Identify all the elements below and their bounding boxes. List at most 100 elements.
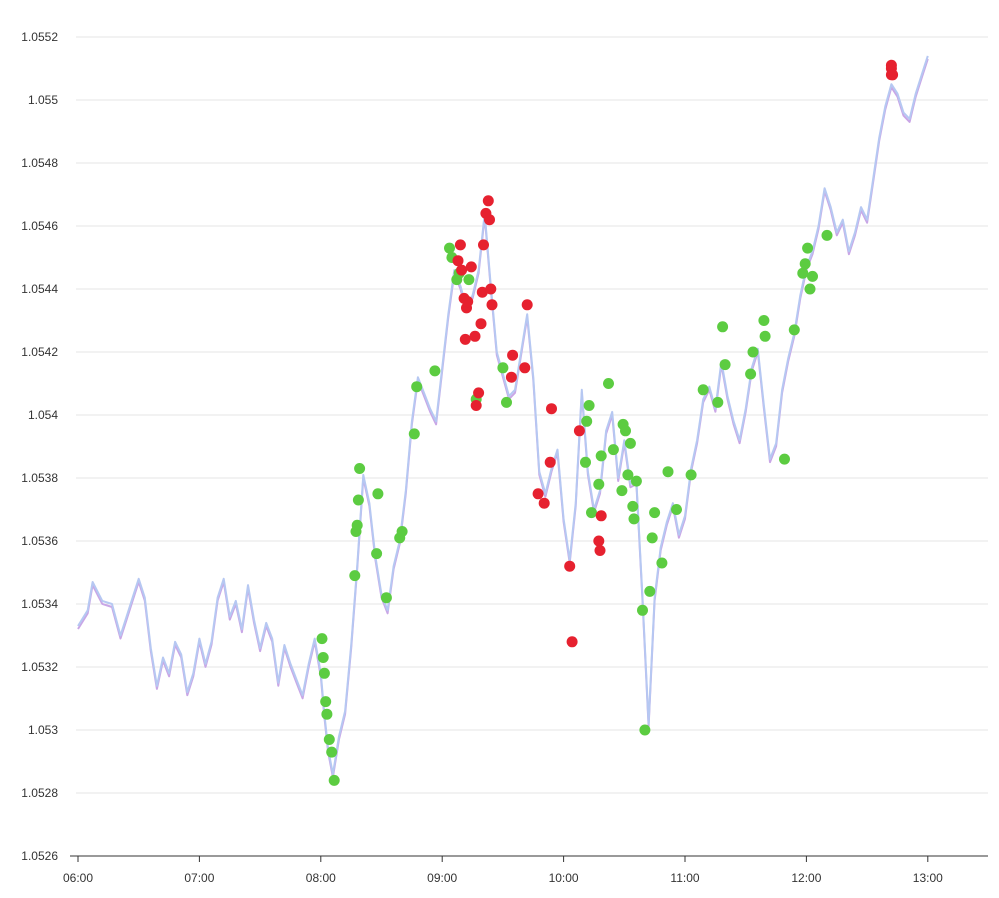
- sell-marker[interactable]: [566, 636, 578, 648]
- sell-marker[interactable]: [573, 425, 585, 437]
- buy-marker[interactable]: [644, 585, 656, 597]
- sell-marker[interactable]: [538, 497, 550, 509]
- buy-marker[interactable]: [662, 466, 674, 478]
- buy-marker[interactable]: [586, 507, 597, 519]
- y-tick-label: 1.0538: [21, 471, 58, 485]
- buy-marker[interactable]: [639, 724, 651, 736]
- buy-marker[interactable]: [717, 321, 729, 333]
- buy-marker[interactable]: [316, 633, 328, 645]
- sell-marker[interactable]: [465, 261, 477, 273]
- sell-marker[interactable]: [454, 239, 466, 251]
- buy-marker[interactable]: [595, 450, 607, 462]
- sell-marker[interactable]: [482, 195, 494, 207]
- sell-marker[interactable]: [485, 283, 497, 295]
- y-tick-label: 1.054: [28, 408, 58, 422]
- sell-marker[interactable]: [519, 362, 531, 374]
- buy-marker[interactable]: [372, 488, 384, 500]
- buy-marker[interactable]: [649, 507, 661, 519]
- sell-marker[interactable]: [469, 330, 481, 342]
- sell-marker[interactable]: [459, 333, 471, 345]
- sell-marker[interactable]: [544, 456, 556, 468]
- sell-marker[interactable]: [564, 560, 576, 572]
- buy-marker[interactable]: [807, 270, 818, 282]
- buy-marker[interactable]: [779, 453, 790, 465]
- buy-marker[interactable]: [411, 381, 423, 393]
- buy-marker[interactable]: [804, 283, 816, 295]
- buy-marker[interactable]: [656, 557, 668, 569]
- sell-marker[interactable]: [478, 239, 489, 251]
- buy-marker[interactable]: [501, 396, 512, 408]
- buy-marker[interactable]: [320, 696, 332, 708]
- sell-marker[interactable]: [486, 299, 498, 311]
- sell-marker[interactable]: [452, 255, 464, 267]
- buy-marker[interactable]: [624, 437, 636, 449]
- buy-marker[interactable]: [463, 274, 475, 286]
- price-lines: [77, 55, 929, 779]
- sell-marker[interactable]: [462, 296, 474, 308]
- buy-marker[interactable]: [380, 592, 392, 604]
- sell-marker[interactable]: [470, 400, 482, 411]
- buy-marker[interactable]: [581, 415, 593, 427]
- buy-marker[interactable]: [821, 229, 833, 241]
- buy-marker[interactable]: [719, 359, 731, 371]
- buy-marker[interactable]: [580, 456, 591, 468]
- buy-marker[interactable]: [788, 324, 800, 336]
- sell-marker[interactable]: [505, 371, 517, 383]
- sell-marker[interactable]: [887, 69, 899, 81]
- buy-marker[interactable]: [396, 526, 408, 537]
- buy-marker[interactable]: [371, 548, 383, 560]
- buy-marker[interactable]: [328, 774, 340, 786]
- buy-marker[interactable]: [318, 667, 330, 679]
- buy-marker[interactable]: [622, 469, 634, 481]
- buy-marker[interactable]: [797, 267, 809, 279]
- buy-marker[interactable]: [429, 365, 441, 377]
- buy-marker[interactable]: [408, 428, 420, 440]
- sell-marker[interactable]: [476, 286, 488, 298]
- x-tick-label: 10:00: [549, 871, 579, 885]
- buy-marker[interactable]: [799, 258, 811, 270]
- buy-marker[interactable]: [326, 746, 338, 758]
- buy-marker[interactable]: [630, 475, 642, 487]
- buy-marker[interactable]: [802, 242, 814, 254]
- grid-lines: [76, 36, 988, 857]
- sell-marker[interactable]: [484, 214, 495, 226]
- buy-marker[interactable]: [497, 362, 509, 374]
- sell-marker[interactable]: [521, 299, 533, 311]
- buy-marker[interactable]: [603, 378, 614, 389]
- buy-marker[interactable]: [444, 242, 455, 254]
- buy-marker[interactable]: [712, 396, 724, 408]
- buy-marker[interactable]: [321, 708, 333, 720]
- buy-marker[interactable]: [627, 500, 639, 512]
- buy-marker[interactable]: [317, 652, 329, 663]
- sell-marker[interactable]: [532, 488, 544, 500]
- buy-marker[interactable]: [637, 604, 648, 616]
- sell-marker[interactable]: [594, 545, 606, 556]
- buy-marker[interactable]: [616, 485, 628, 497]
- buy-marker[interactable]: [646, 532, 658, 544]
- sell-marker[interactable]: [475, 318, 487, 330]
- buy-marker[interactable]: [671, 504, 682, 515]
- buy-marker[interactable]: [352, 494, 364, 506]
- buy-marker[interactable]: [697, 384, 709, 396]
- buy-marker[interactable]: [620, 425, 631, 437]
- buy-marker[interactable]: [685, 469, 697, 481]
- buy-marker[interactable]: [349, 570, 361, 582]
- sell-marker[interactable]: [546, 403, 557, 415]
- buy-marker[interactable]: [747, 346, 759, 358]
- sell-marker[interactable]: [507, 349, 519, 361]
- sell-marker[interactable]: [473, 387, 485, 399]
- sell-marker[interactable]: [595, 510, 607, 522]
- buy-marker[interactable]: [323, 734, 335, 745]
- buy-marker[interactable]: [628, 513, 640, 525]
- buy-marker[interactable]: [354, 463, 366, 474]
- buy-marker[interactable]: [745, 368, 757, 380]
- buy-marker[interactable]: [759, 330, 771, 342]
- buy-marker[interactable]: [593, 478, 605, 490]
- buy-marker[interactable]: [351, 519, 363, 531]
- buy-marker[interactable]: [583, 400, 595, 411]
- sell-marker[interactable]: [885, 59, 897, 71]
- sell-marker[interactable]: [593, 535, 605, 547]
- sell-marker[interactable]: [456, 264, 468, 276]
- buy-marker[interactable]: [758, 315, 770, 326]
- buy-marker[interactable]: [607, 444, 619, 456]
